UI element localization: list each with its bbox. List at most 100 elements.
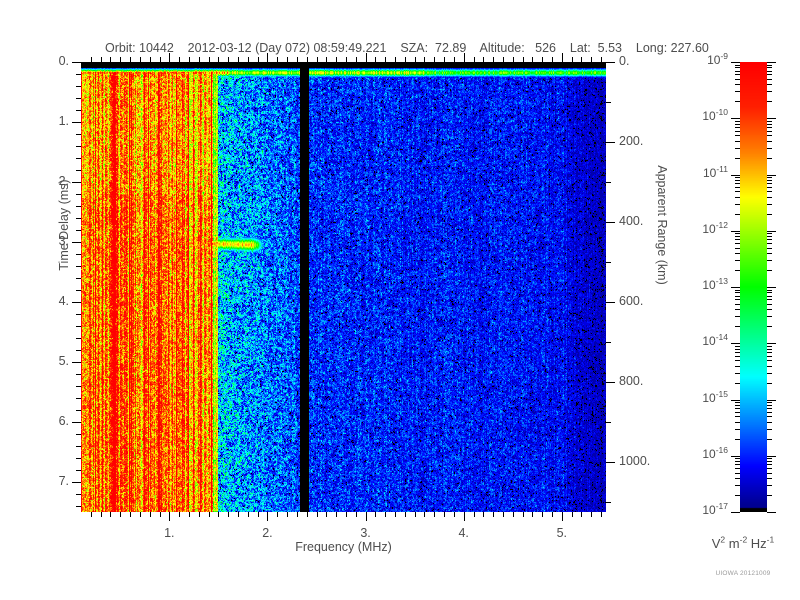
colorbar-tick-minor <box>735 65 740 66</box>
x-tick-minor <box>209 512 210 517</box>
x-tick-major-top <box>267 53 268 62</box>
y-tick-minor-left <box>76 410 81 411</box>
x-tick-minor-top <box>356 57 357 62</box>
colorbar-tick-minor <box>767 187 772 188</box>
y-tick-minor-left <box>76 266 81 267</box>
colorbar-tick-minor <box>735 356 740 357</box>
colorbar-tick-minor <box>767 233 772 234</box>
colorbar-tick-minor <box>767 197 772 198</box>
x-tick-minor-top <box>542 57 543 62</box>
x-tick-minor <box>483 512 484 517</box>
x-tick-minor-top <box>326 57 327 62</box>
colorbar-tick-label: 10-14 <box>702 332 728 348</box>
colorbar-tick-minor <box>735 304 740 305</box>
colorbar-tick-minor <box>735 495 740 496</box>
x-axis-label: Frequency (MHz) <box>295 540 392 554</box>
colorbar-tick-minor <box>767 402 772 403</box>
y-tick-minor-right <box>606 182 611 183</box>
colorbar-tick-minor <box>767 243 772 244</box>
colorbar-tick-minor <box>735 346 740 347</box>
colorbar-tick-minor <box>735 383 740 384</box>
x-tick-minor-top <box>434 57 435 62</box>
y-tick-label-left: 7. <box>58 474 69 488</box>
colorbar-tick-major <box>767 175 776 176</box>
colorbar-tick-minor <box>767 464 772 465</box>
x-tick-minor-top <box>160 57 161 62</box>
y-tick-label-right: 0. <box>619 54 630 68</box>
colorbar-tick-minor <box>735 84 740 85</box>
colorbar-tick-minor <box>735 197 740 198</box>
colorbar-tick-minor <box>735 148 740 149</box>
colorbar-tick-major <box>767 512 776 513</box>
colorbar-tick-minor <box>735 233 740 234</box>
colorbar <box>740 62 767 512</box>
x-tick-minor <box>591 512 592 517</box>
x-tick-minor <box>287 512 288 517</box>
y-tick-minor-right <box>606 262 611 263</box>
x-tick-major-top <box>169 53 170 62</box>
x-tick-minor <box>258 512 259 517</box>
colorbar-tick-label: 10-12 <box>702 220 728 236</box>
colorbar-tick-minor <box>767 360 772 361</box>
x-tick-minor <box>503 512 504 517</box>
y-tick-major-left <box>72 122 81 123</box>
header-text: Orbit: 10442 2012-03-12 (Day 072) 08:59:… <box>105 41 709 55</box>
x-tick-minor <box>101 512 102 517</box>
colorbar-tick-minor <box>767 131 772 132</box>
x-tick-minor <box>542 512 543 517</box>
y-tick-label-left: 2. <box>58 174 69 188</box>
x-tick-minor-top <box>572 57 573 62</box>
y-tick-minor-left <box>76 278 81 279</box>
x-tick-minor <box>160 512 161 517</box>
colorbar-tick-minor <box>767 135 772 136</box>
x-tick-minor <box>405 512 406 517</box>
colorbar-tick-minor <box>767 183 772 184</box>
colorbar-tick-minor <box>735 412 740 413</box>
colorbar-tick-minor <box>735 260 740 261</box>
y-tick-minor-right <box>606 342 611 343</box>
x-tick-minor <box>277 512 278 517</box>
x-tick-minor-top <box>493 57 494 62</box>
y-tick-label-left: 1. <box>58 114 69 128</box>
colorbar-tick-minor <box>735 191 740 192</box>
y-tick-minor-right <box>606 102 611 103</box>
colorbar-tick-major <box>731 343 740 344</box>
spectrogram-canvas <box>81 62 606 512</box>
colorbar-tick-major <box>731 400 740 401</box>
y-tick-minor-left <box>76 314 81 315</box>
colorbar-tick-label: 10-15 <box>702 389 728 405</box>
x-tick-minor-top <box>385 57 386 62</box>
colorbar-tick-minor <box>735 135 740 136</box>
x-tick-major <box>464 512 465 521</box>
y-tick-label-right: 800. <box>619 374 644 389</box>
x-tick-minor <box>297 512 298 517</box>
y-tick-major-left <box>72 362 81 363</box>
colorbar-tick-minor <box>767 461 772 462</box>
x-tick-minor <box>601 512 602 517</box>
colorbar-tick-major <box>731 175 740 176</box>
y-tick-minor-left <box>76 158 81 159</box>
colorbar-tick-major <box>767 343 776 344</box>
x-tick-minor-top <box>483 57 484 62</box>
colorbar-tick-minor <box>735 214 740 215</box>
colorbar-tick-minor <box>767 290 772 291</box>
x-tick-minor <box>474 512 475 517</box>
x-tick-minor <box>120 512 121 517</box>
y-tick-minor-left <box>76 110 81 111</box>
colorbar-tick-minor <box>767 148 772 149</box>
x-tick-minor <box>238 512 239 517</box>
colorbar-tick-minor <box>767 180 772 181</box>
x-tick-minor-top <box>405 57 406 62</box>
colorbar-tick-minor <box>767 101 772 102</box>
x-tick-minor <box>385 512 386 517</box>
y-tick-major-right <box>606 462 615 463</box>
colorbar-tick-minor <box>735 131 740 132</box>
y-tick-minor-left <box>76 206 81 207</box>
x-tick-minor-top <box>91 57 92 62</box>
colorbar-tick-minor <box>735 360 740 361</box>
x-tick-major-top <box>562 53 563 62</box>
colorbar-tick-minor <box>767 65 772 66</box>
x-tick-minor-top <box>248 57 249 62</box>
colorbar-tick-minor <box>767 248 772 249</box>
